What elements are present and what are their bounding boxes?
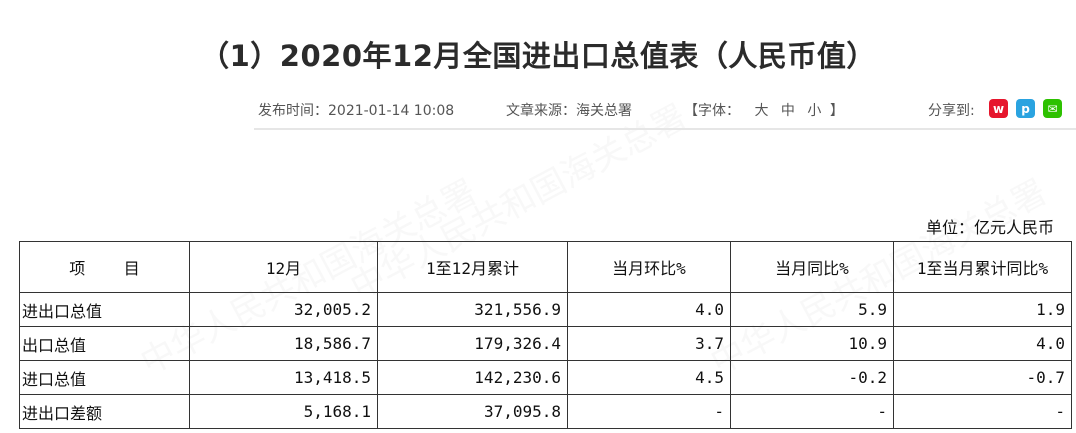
table-row: 进口总值 13,418.5 142,230.6 4.5 -0.2 -0.7 [19, 360, 1072, 395]
share-label: 分享到: [928, 103, 975, 119]
table-cell: 37,095.8 [377, 394, 568, 429]
font-size-large[interactable]: 大 [754, 103, 769, 119]
column-header: 1至12月累计 [377, 241, 568, 293]
column-header: 当月环比% [567, 241, 731, 293]
table-cell: 321,556.9 [377, 292, 568, 327]
font-size-control: 【字体： 大 中 小 】 [684, 100, 844, 120]
table-cell: 5.9 [730, 292, 894, 327]
table-cell: - [730, 394, 894, 429]
table-row: 进出口差额 5,168.1 37,095.8 - - - [19, 394, 1072, 429]
table-row: 出口总值 18,586.7 179,326.4 3.7 10.9 4.0 [19, 326, 1072, 361]
table-row: 进出口总值 32,005.2 321,556.9 4.0 5.9 1.9 [19, 292, 1072, 327]
weibo-icon[interactable]: w [989, 99, 1008, 118]
table-cell: 5,168.1 [189, 394, 378, 429]
row-label: 进出口总值 [19, 292, 190, 327]
table-cell: -0.7 [893, 360, 1072, 395]
table-cell: 18,586.7 [189, 326, 378, 361]
font-size-close: 】 [829, 103, 844, 119]
table-cell: 179,326.4 [377, 326, 568, 361]
table-cell: - [893, 394, 1072, 429]
table-cell: 4.5 [567, 360, 731, 395]
table-cell: 32,005.2 [189, 292, 378, 327]
publish-time: 发布时间：2021-01-14 10:08 [258, 103, 455, 119]
table-cell: 1.9 [893, 292, 1072, 327]
qq-space-icon[interactable]: p [1016, 99, 1035, 118]
trade-table: 项 目 12月 1至12月累计 当月环比% 当月同比% 1至当月累计同比% 进出… [19, 241, 1072, 429]
wechat-icon[interactable]: ✉ [1043, 99, 1062, 118]
column-header: 项 目 [19, 241, 190, 293]
share-icons: w p ✉ [989, 99, 1062, 118]
table-cell: 13,418.5 [189, 360, 378, 395]
font-size-label: 【字体： [684, 103, 740, 119]
table-cell: 4.0 [893, 326, 1072, 361]
column-header: 当月同比% [730, 241, 894, 293]
table-cell: 142,230.6 [377, 360, 568, 395]
table-cell: -0.2 [730, 360, 894, 395]
row-label: 进口总值 [19, 360, 190, 395]
page-title: （1）2020年12月全国进出口总值表（人民币值） [200, 39, 876, 73]
font-size-medium[interactable]: 中 [780, 103, 795, 119]
table-cell: 10.9 [730, 326, 894, 361]
table-header-row: 项 目 12月 1至12月累计 当月环比% 当月同比% 1至当月累计同比% [19, 241, 1072, 293]
unit-label: 单位：亿元人民币 [925, 218, 1054, 237]
row-label: 出口总值 [19, 326, 190, 361]
font-size-small[interactable]: 小 [807, 103, 822, 119]
row-label: 进出口差额 [19, 394, 190, 429]
table-cell: - [567, 394, 731, 429]
column-header: 12月 [189, 241, 378, 293]
table-cell: 3.7 [567, 326, 731, 361]
table-cell: 4.0 [567, 292, 731, 327]
column-header: 1至当月累计同比% [893, 241, 1072, 293]
article-source: 文章来源：海关总署 [506, 103, 632, 119]
divider [254, 128, 1076, 130]
